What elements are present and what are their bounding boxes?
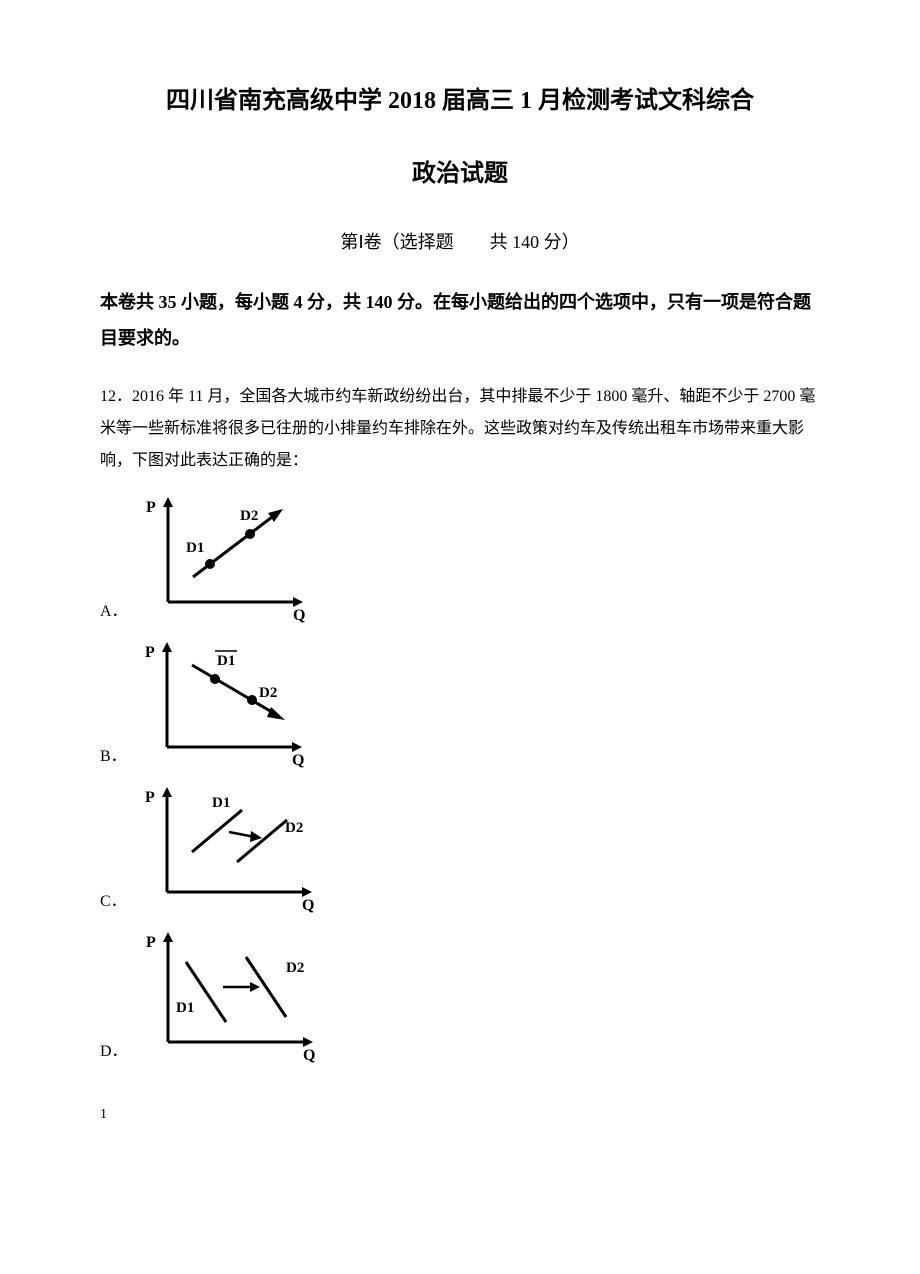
chart-b-ylabel: P xyxy=(145,644,155,661)
option-b-label: B． xyxy=(100,743,127,777)
title-line-1: 四川省南充高级中学 2018 届高三 1 月检测考试文科综合 xyxy=(100,80,820,123)
chart-d: P Q D1 D2 xyxy=(138,927,328,1072)
option-d-label: D． xyxy=(100,1038,128,1072)
title-line-2: 政治试题 xyxy=(100,153,820,196)
option-d-row: D． P Q D1 D2 xyxy=(100,927,820,1072)
page-number: 1 xyxy=(100,1102,820,1127)
option-a-row: A． P Q D1 D2 xyxy=(100,492,820,632)
chart-b-d2: D2 xyxy=(259,685,277,701)
chart-d-ylabel: P xyxy=(146,934,156,951)
option-c-row: C． P Q D1 D2 xyxy=(100,782,820,922)
chart-c: P Q D1 D2 xyxy=(137,782,327,922)
chart-d-d1: D1 xyxy=(176,1000,194,1016)
chart-a: P Q D1 D2 xyxy=(138,492,318,632)
question-12-text: 12．2016 年 11 月，全国各大城市约车新政纷纷出台，其中排最不少于 18… xyxy=(100,381,820,477)
section-title: 第Ⅰ卷（选择题 共 140 分） xyxy=(100,226,820,258)
chart-c-d2: D2 xyxy=(285,820,303,836)
chart-c-xlabel: Q xyxy=(302,897,314,914)
chart-d-xlabel: Q xyxy=(303,1047,315,1064)
chart-a-ylabel: P xyxy=(146,499,156,516)
chart-d-d2: D2 xyxy=(286,960,304,976)
chart-a-xlabel: Q xyxy=(293,607,305,624)
chart-a-d2: D2 xyxy=(240,508,258,524)
chart-b: P Q D1 D2 xyxy=(137,637,317,777)
chart-b-d1: D1 xyxy=(217,653,235,669)
option-a-label: A． xyxy=(100,598,128,632)
chart-c-d1: D1 xyxy=(212,795,230,811)
chart-a-d1: D1 xyxy=(186,540,204,556)
option-c-label: C． xyxy=(100,888,127,922)
instructions: 本卷共 35 小题，每小题 4 分，共 140 分。在每小题给出的四个选项中，只… xyxy=(100,284,820,356)
chart-c-ylabel: P xyxy=(145,789,155,806)
chart-b-xlabel: Q xyxy=(292,752,304,769)
option-b-row: B． P Q D1 D2 xyxy=(100,637,820,777)
